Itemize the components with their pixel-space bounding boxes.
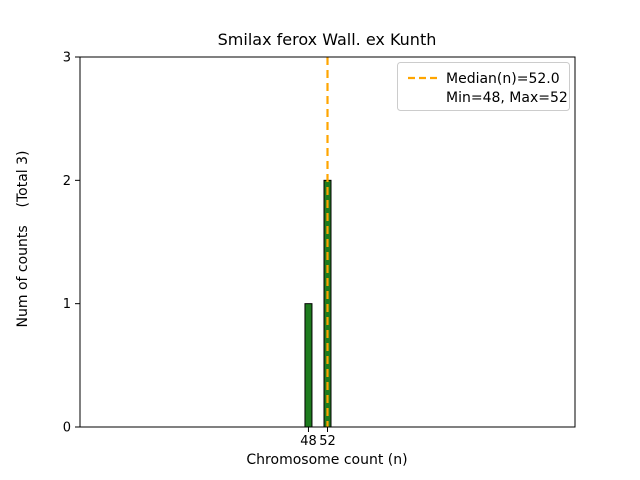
x-axis-label: Chromosome count (n) (246, 452, 407, 468)
y-tick-label: 2 (63, 174, 71, 189)
legend-box (397, 62, 570, 111)
y-tick-label: 0 (63, 421, 71, 436)
y-tick-label: 1 (63, 297, 71, 312)
bar-48 (304, 303, 313, 428)
y-axis-label: Num of counts (Total 3) (15, 151, 31, 328)
x-tick-label: 52 (319, 434, 336, 449)
y-tick-label: 3 (63, 51, 71, 66)
legend: Median(n)=52.0 Min=48, Max=52 (397, 62, 570, 111)
x-tick-label: 48 (300, 434, 317, 449)
legend-entry-minmax: Min=48, Max=52 (446, 90, 568, 106)
chart-title: Smilax ferox Wall. ex Kunth (218, 30, 437, 49)
legend-entry-median: Median(n)=52.0 (446, 71, 560, 87)
plot-area: 0 1 2 3 48 52 (63, 51, 576, 449)
